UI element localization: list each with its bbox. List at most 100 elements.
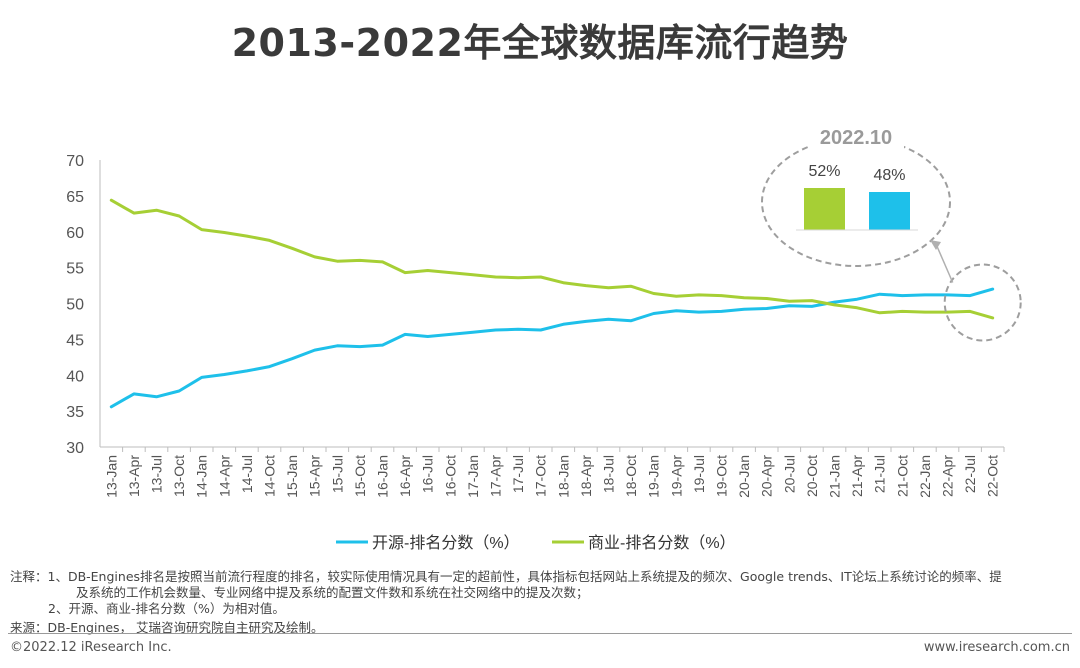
data-point (426, 335, 429, 338)
x-tick-label: 19-Jan (646, 455, 662, 498)
note-line-3: 2、开源、商业-排名分数（%）为相对值。 (48, 601, 285, 616)
series-line-2 (109, 198, 995, 320)
data-point (855, 297, 859, 301)
x-tick-label: 17-Jul (510, 455, 526, 493)
data-point (290, 247, 294, 250)
data-point (516, 276, 520, 279)
x-tick-label: 19-Apr (668, 455, 684, 497)
x-tick-label: 22-Apr (940, 455, 956, 497)
line-chart: 30 35 40 45 50 55 60 65 70 13-Jan 13-Apr 13-Jul 13-O… (66, 125, 1022, 552)
data-point (788, 300, 791, 303)
x-tick-label: 21-Jan (827, 455, 843, 498)
x-tick-label: 15-Oct (352, 455, 368, 497)
data-point (720, 294, 723, 297)
data-point (403, 271, 407, 274)
data-point (223, 231, 226, 234)
legend-label-1: 开源-排名分数（%） (372, 534, 520, 552)
data-point (923, 310, 927, 314)
callout-arrow-line (935, 243, 954, 283)
x-tick-label: 17-Apr (488, 455, 504, 497)
x-tick-label: 18-Jul (601, 455, 617, 493)
data-point (449, 333, 452, 336)
data-point (765, 307, 768, 310)
data-point (358, 259, 362, 262)
x-tick-label: 13-Apr (126, 455, 142, 497)
x-tick-label: 15-Jan (284, 455, 300, 498)
x-tick-label: 18-Jan (555, 455, 571, 498)
y-tick-label: 35 (66, 404, 84, 421)
x-tick-label: 14-Oct (262, 455, 278, 497)
data-point (155, 395, 158, 398)
data-point (652, 292, 655, 295)
x-tick-label: 16-Jan (375, 455, 391, 498)
data-point (381, 260, 384, 264)
data-point (833, 303, 836, 307)
data-point (313, 255, 316, 259)
data-point (968, 310, 972, 313)
x-tick-label: 15-Jul (329, 455, 345, 493)
y-tick-label: 70 (66, 153, 84, 170)
data-point (878, 292, 881, 296)
data-point (268, 239, 271, 242)
data-point (810, 299, 814, 302)
x-tick-label: 13-Oct (171, 455, 187, 497)
data-point (132, 211, 136, 215)
data-point (607, 286, 610, 289)
data-point (901, 294, 904, 297)
callout-label-bg (808, 125, 904, 149)
x-tick-label: 13-Jan (103, 455, 119, 498)
data-point (336, 259, 339, 263)
data-point (200, 228, 203, 231)
x-tick-label: 19-Oct (714, 455, 730, 497)
data-point (652, 312, 655, 315)
x-tick-label: 17-Oct (533, 455, 549, 497)
data-point (155, 209, 158, 212)
source-text: 来源：DB-Engines， 艾瑞咨询研究院自主研究及绘制。 (10, 620, 324, 635)
data-point (358, 345, 362, 348)
data-point (855, 306, 859, 310)
data-point (765, 297, 768, 300)
data-point (629, 319, 633, 322)
x-tick-label: 14-Jan (194, 455, 210, 498)
data-point (516, 328, 520, 331)
data-point (245, 234, 249, 238)
data-point (268, 365, 271, 368)
data-point (584, 320, 588, 323)
callout-arrow-head (930, 240, 941, 250)
data-point (110, 198, 113, 202)
data-point (200, 376, 203, 379)
chart-axes: 30 35 40 45 50 55 60 65 70 13-Jan 13-Apr 13-Jul 13-O… (66, 153, 1005, 498)
data-point (675, 295, 678, 298)
x-tick-label: 20-Jul (781, 455, 797, 493)
data-point (584, 284, 588, 287)
x-tick-label: 16-Oct (442, 455, 458, 497)
data-point (290, 357, 294, 360)
data-point (991, 287, 994, 291)
data-point (720, 310, 723, 313)
callout-group: 2022.10 52% 48% (761, 125, 1022, 342)
data-point (403, 333, 407, 336)
data-point (381, 343, 384, 347)
x-tick-label: 14-Apr (216, 455, 232, 497)
website-link[interactable]: www.iresearch.com.cn (923, 640, 1070, 655)
x-tick-label: 22-Oct (985, 455, 1001, 497)
x-tick-label: 21-Jul (872, 455, 888, 493)
data-point (562, 323, 565, 326)
data-point (607, 318, 610, 321)
data-point (471, 331, 475, 334)
data-point (494, 275, 497, 279)
data-point (110, 405, 113, 409)
data-point (742, 296, 746, 299)
data-point (878, 311, 881, 315)
x-tick-label: 19-Jul (691, 455, 707, 493)
data-point (675, 309, 678, 312)
data-point (177, 214, 181, 218)
data-point (697, 310, 701, 314)
data-point (968, 294, 972, 297)
x-tick-label: 14-Jul (239, 455, 255, 493)
data-point (539, 275, 542, 279)
y-tick-label: 55 (66, 261, 84, 278)
copyright-text: ©2022.12 iResearch Inc. (10, 640, 172, 655)
x-tick-label: 18-Oct (623, 455, 639, 497)
x-tick-label: 20-Jan (736, 455, 752, 498)
